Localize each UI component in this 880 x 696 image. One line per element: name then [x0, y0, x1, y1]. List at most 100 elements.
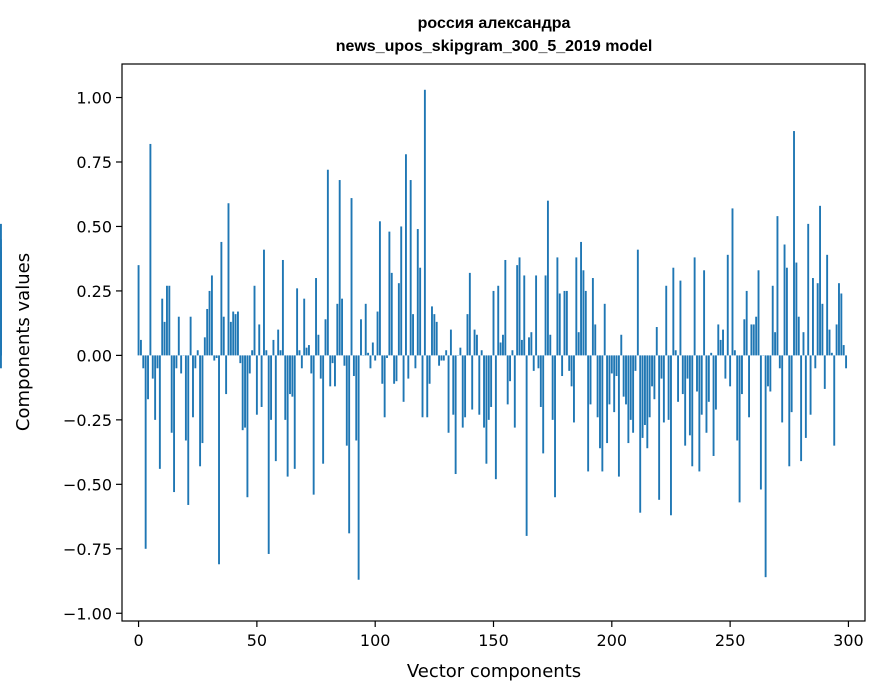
- bar-component-23: [192, 355, 194, 418]
- bar-component-282: [804, 355, 807, 438]
- bar-component-129: [442, 355, 445, 361]
- bar-component-278: [795, 262, 798, 356]
- bar-component-82: [331, 355, 334, 364]
- bar-component-226: [672, 267, 675, 356]
- y-tick-label: −0.75: [63, 540, 112, 559]
- bar-component-2: [142, 355, 145, 369]
- bar-component-132: [449, 329, 452, 356]
- bar-component-29: [206, 308, 209, 356]
- bar-component-94: [360, 319, 362, 356]
- bar-component-59: [277, 329, 280, 356]
- bar-component-153: [499, 342, 502, 356]
- bar-component-179: [561, 355, 564, 377]
- bar-component-195: [599, 355, 601, 449]
- y-axis: 1.00 0.75 0.50 0.25 0.00 −0.25 −0.50 −0.75 −1.00: [63, 89, 122, 623]
- bar-component-274: [785, 267, 788, 356]
- bar-component-151: [494, 355, 497, 480]
- bar-component-279: [797, 316, 800, 356]
- bar-component-96: [364, 303, 367, 356]
- bar-component-257: [745, 290, 748, 356]
- bar-component-111: [400, 226, 403, 356]
- bar-component-93: [357, 355, 360, 580]
- bar-component-116: [412, 314, 414, 356]
- bar-component-48: [251, 350, 254, 356]
- bar-component-undefined: [0, 275, 2, 356]
- bar-component-146: [483, 355, 485, 428]
- bar-component-191: [589, 355, 592, 405]
- bar-component-225: [670, 355, 672, 516]
- bar-component-276: [790, 355, 793, 413]
- bar-component-104: [383, 355, 386, 418]
- bar-component-261: [755, 316, 758, 356]
- bar-component-89: [348, 355, 351, 534]
- bar-component-262: [757, 270, 760, 356]
- bar-component-188: [582, 270, 585, 356]
- bar-component-68: [298, 350, 301, 356]
- bar-component-172: [544, 275, 547, 356]
- bar-component-62: [284, 355, 287, 420]
- bar-component-256: [743, 319, 746, 356]
- bar-component-70: [303, 298, 306, 356]
- bar-component-292: [828, 329, 831, 356]
- bar-component-171: [542, 355, 545, 454]
- bar-component-269: [774, 332, 777, 356]
- bar-component-299: [845, 355, 848, 369]
- bar-component-80: [326, 169, 329, 356]
- bar-component-56: [270, 355, 273, 420]
- bar-component-238: [700, 355, 703, 415]
- bar-component-31: [210, 275, 213, 356]
- x-tick-label: 100: [360, 631, 391, 650]
- bar-component-57: [272, 339, 275, 356]
- bar-component-173: [546, 200, 549, 356]
- bar-component-50: [255, 355, 258, 415]
- bar-component-105: [386, 355, 388, 358]
- bar-component-254: [738, 355, 741, 503]
- bar-component-107: [390, 272, 393, 356]
- bar-component-74: [312, 355, 315, 495]
- bar-component-109: [395, 355, 398, 382]
- bar-component-184: [573, 355, 575, 423]
- bar-component-200: [610, 355, 613, 374]
- bar-component-285: [811, 278, 814, 356]
- y-tick-label: 0.00: [76, 346, 112, 365]
- bar-component-215: [646, 355, 649, 449]
- y-tick-label: 0.25: [76, 282, 112, 301]
- bar-component-263: [759, 355, 762, 490]
- y-tick-label: 0.50: [76, 217, 112, 236]
- bar-component-143: [475, 334, 478, 356]
- bar-component-288: [819, 205, 821, 356]
- bar-component-149: [490, 355, 493, 407]
- bar-component-126: [435, 321, 438, 356]
- bar-component-20: [184, 355, 187, 441]
- bar-component-41: [234, 314, 237, 356]
- bar-component-255: [741, 355, 743, 395]
- bar-component-141: [471, 355, 474, 410]
- bar-component-136: [459, 347, 462, 356]
- bar-component-131: [447, 355, 450, 433]
- bar-component-39: [229, 321, 232, 356]
- bar-component-6: [151, 355, 154, 379]
- bar-component-216: [648, 355, 651, 418]
- bar-component-251: [731, 208, 734, 356]
- bar-component-196: [601, 355, 604, 472]
- bar-component-201: [613, 355, 616, 413]
- bar-component-198: [606, 355, 609, 444]
- bar-component-272: [781, 355, 784, 423]
- bar-component-4: [147, 355, 149, 400]
- bar-component-8: [156, 355, 159, 369]
- bar-component-206: [625, 355, 627, 405]
- bar-component-286: [814, 355, 817, 369]
- bar-component-235: [693, 257, 696, 356]
- bar-component-28: [203, 337, 206, 356]
- x-tick-label: 300: [833, 631, 864, 650]
- bar-component-53: [263, 249, 265, 356]
- bar-component-98: [369, 355, 372, 369]
- x-axis: 0 50 100 150 200 250 300: [133, 621, 864, 650]
- bar-component-271: [778, 355, 781, 369]
- bar-component-7: [154, 355, 157, 420]
- bar-component-119: [419, 267, 422, 356]
- bar-component-231: [684, 355, 687, 446]
- bar-component-221: [660, 355, 663, 379]
- bar-component-114: [407, 355, 410, 379]
- bar-component-112: [402, 355, 405, 402]
